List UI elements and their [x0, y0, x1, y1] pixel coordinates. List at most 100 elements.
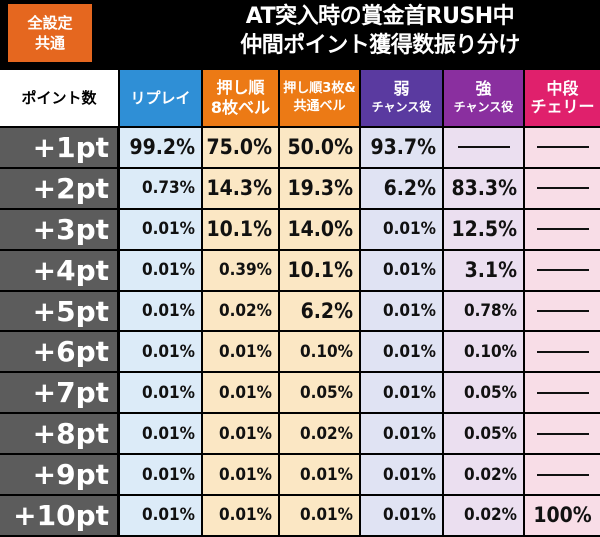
cell-bell3: 0.01% [280, 496, 361, 537]
cell-value: 0.39% [218, 260, 272, 281]
cell-value: 0.01% [382, 382, 436, 403]
not-applicable-dash [536, 473, 589, 476]
cell-value: 0.02% [463, 505, 517, 526]
header-bell3: 押し順3枚& 共通ベル [280, 70, 361, 128]
cell-value: 75.0% [206, 135, 272, 160]
page-title: AT突入時の賞金首RUSH中 仲間ポイント獲得数振り分け [160, 2, 600, 60]
cell-value: 10.1% [287, 258, 353, 283]
cell-cherry [525, 291, 600, 333]
cell-weak: 0.01% [361, 209, 444, 251]
cell-weak: 0.01% [361, 496, 444, 537]
cell-weak: 0.01% [361, 373, 444, 415]
cell-cherry [525, 373, 600, 415]
point-label: +7pt [0, 373, 120, 415]
cell-value: 6.2% [300, 299, 353, 323]
not-applicable-dash [536, 187, 589, 190]
cell-value: 0.73% [141, 178, 195, 199]
cell-cherry [525, 414, 600, 456]
cell-value: 6.2% [383, 176, 436, 201]
header-cherry-bottom: チェリー [530, 97, 595, 116]
header-bell3-bottom: 共通ベル [293, 99, 346, 114]
point-label: +4pt [0, 250, 120, 292]
badge-line1: 全設定 [27, 14, 73, 32]
not-applicable-dash [536, 228, 589, 231]
cell-value: 0.02% [463, 464, 517, 485]
header-cherry: 中段 チェリー [525, 70, 600, 128]
cell-value: 10.1% [206, 217, 272, 242]
cell-bell3: 10.1% [280, 250, 361, 292]
point-label: +8pt [0, 414, 120, 456]
cell-weak: 0.01% [361, 414, 444, 456]
header-strong-top: 強 [475, 79, 492, 98]
cell-strong [444, 128, 525, 169]
cell-weak: 0.01% [361, 291, 444, 333]
cell-value: 100% [533, 503, 592, 528]
cell-strong: 0.10% [444, 332, 525, 374]
cell-bell3: 0.05% [280, 373, 361, 415]
cell-value: 0.01% [299, 505, 353, 526]
cell-value: 3.1% [464, 258, 517, 283]
not-applicable-dash [457, 146, 510, 149]
cell-bell8: 10.1% [203, 209, 280, 251]
cell-bell8: 0.01% [203, 496, 280, 537]
cell-value: 0.01% [382, 505, 436, 526]
cell-value: 83.3% [451, 176, 517, 201]
point-label: +2pt [0, 168, 120, 210]
header-point-count-label: ポイント数 [21, 89, 97, 107]
cell-value: 0.01% [218, 423, 272, 444]
cell-value: 0.01% [141, 505, 195, 526]
cell-weak: 93.7% [361, 128, 444, 169]
cell-bell8: 14.3% [203, 168, 280, 210]
cell-bell3: 14.0% [280, 209, 361, 251]
cell-value: 0.01% [141, 260, 195, 281]
cell-replay: 0.01% [120, 373, 203, 415]
cell-cherry [525, 250, 600, 292]
header-bell8-top: 押し順 [216, 78, 265, 97]
cell-bell8: 0.01% [203, 373, 280, 415]
cell-value: 19.3% [287, 176, 353, 201]
header-replay-label: リプレイ [130, 89, 191, 107]
cell-value: 50.0% [287, 135, 353, 160]
cell-bell8: 0.01% [203, 414, 280, 456]
title-line2: 仲間ポイント獲得数振り分け [240, 33, 520, 58]
cell-value: 0.01% [141, 464, 195, 485]
distribution-table: ポイント数 リプレイ 押し順 8枚ベル 押し順3枚& 共通ベル 弱 チャンス役 … [0, 70, 600, 537]
badge-line2: 共通 [34, 34, 65, 52]
cell-replay: 0.01% [120, 332, 203, 374]
cell-strong: 3.1% [444, 250, 525, 292]
cell-value: 0.10% [299, 341, 353, 362]
cell-value: 0.01% [382, 219, 436, 240]
header-weak-bottom: チャンス役 [371, 100, 432, 114]
cell-value: 0.01% [218, 341, 272, 362]
cell-bell8: 75.0% [203, 128, 280, 169]
cell-value: 0.01% [382, 341, 436, 362]
not-applicable-dash [536, 146, 589, 149]
cell-strong: 0.05% [444, 373, 525, 415]
cell-value: 93.7% [370, 135, 436, 160]
cell-strong: 0.02% [444, 496, 525, 537]
cell-weak: 0.01% [361, 332, 444, 374]
cell-value: 99.2% [129, 135, 195, 160]
not-applicable-dash [536, 269, 589, 272]
cell-weak: 6.2% [361, 168, 444, 210]
header-replay: リプレイ [120, 70, 203, 128]
cell-replay: 0.01% [120, 209, 203, 251]
header-bell8: 押し順 8枚ベル [203, 70, 280, 128]
cell-value: 0.01% [141, 423, 195, 444]
header-bell8-bottom: 8枚ベル [210, 98, 271, 117]
cell-value: 0.01% [382, 260, 436, 281]
cell-bell3: 0.10% [280, 332, 361, 374]
cell-value: 0.02% [299, 423, 353, 444]
point-label: +5pt [0, 291, 120, 333]
point-label: +9pt [0, 455, 120, 497]
cell-replay: 0.01% [120, 414, 203, 456]
cell-value: 0.01% [218, 505, 272, 526]
cell-strong: 0.02% [444, 455, 525, 497]
header-bell3-top: 押し順3枚& [283, 81, 356, 96]
cell-value: 14.3% [206, 176, 272, 201]
cell-value: 12.5% [451, 217, 517, 242]
settings-badge: 全設定 共通 [8, 4, 92, 62]
cell-value: 14.0% [287, 217, 353, 242]
cell-replay: 99.2% [120, 128, 203, 169]
cell-cherry [525, 128, 600, 169]
